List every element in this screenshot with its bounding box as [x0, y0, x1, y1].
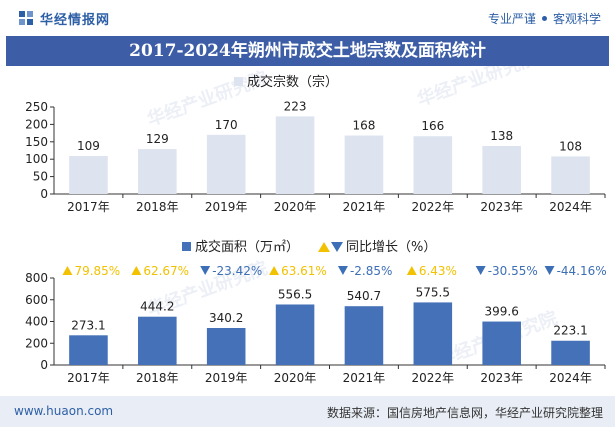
- bar: [275, 116, 315, 194]
- data-label: 129: [146, 132, 169, 146]
- x-tick-label: 2020年: [274, 200, 317, 214]
- bar: [138, 316, 177, 365]
- bar: [344, 306, 384, 365]
- x-tick-label: 2023年: [480, 371, 523, 385]
- data-source: 数据来源：国信房地产信息网，华经产业研究院整理: [326, 406, 603, 420]
- bar: [482, 321, 521, 365]
- legend-swatch: [234, 77, 243, 86]
- data-label: 170: [215, 118, 238, 132]
- growth-up-triangle-icon: [269, 266, 280, 275]
- data-label: 540.7: [347, 289, 381, 303]
- data-label: 273.1: [71, 318, 105, 332]
- logo: 华经情报网: [18, 9, 111, 28]
- bar: [69, 335, 108, 365]
- x-tick-label: 2021年: [343, 371, 386, 385]
- bar: [69, 156, 108, 194]
- data-label: 340.2: [209, 311, 243, 325]
- growth-down-triangle-icon: [337, 266, 348, 275]
- x-tick-label: 2022年: [412, 371, 455, 385]
- charts-area: 华经产业研究院华经产业研究院华经产业研究院华经产业研究院成交宗数（宗）05010…: [25, 66, 607, 385]
- data-label: 166: [421, 119, 444, 133]
- title-bar: 2017-2024年朔州市成交土地宗数及面积统计: [6, 36, 609, 66]
- data-label: 575.5: [416, 285, 450, 299]
- data-label: 109: [77, 139, 100, 153]
- growth-label: 6.43%: [419, 264, 457, 278]
- legend-label: 成交宗数（宗）: [247, 74, 338, 90]
- data-label: 556.5: [278, 287, 312, 301]
- bar: [413, 302, 453, 365]
- bar: [413, 136, 453, 194]
- data-label: 108: [559, 139, 582, 153]
- x-tick-label: 2020年: [274, 371, 317, 385]
- x-tick-label: 2022年: [412, 200, 455, 214]
- growth-label: -2.85%: [350, 264, 392, 278]
- watermark-text: 华经产业研究院: [414, 66, 540, 111]
- x-tick-label: 2023年: [480, 200, 523, 214]
- y-tick-label: 150: [25, 135, 48, 149]
- x-tick-label: 2021年: [343, 200, 386, 214]
- growth-up-triangle-icon: [62, 266, 73, 275]
- growth-label: 79.85%: [74, 264, 120, 278]
- data-label: 223.1: [553, 324, 587, 338]
- y-tick-label: 0: [40, 187, 48, 201]
- y-tick-label: 400: [25, 315, 48, 329]
- legend-down-triangle-icon: [331, 242, 343, 252]
- y-tick-label: 200: [25, 117, 48, 131]
- growth-label: -44.16%: [557, 264, 607, 278]
- bar: [551, 156, 590, 194]
- bar: [551, 340, 590, 365]
- growth-label: -30.55%: [488, 264, 538, 278]
- y-tick-label: 800: [25, 271, 48, 285]
- bar: [206, 328, 246, 365]
- bar: [275, 304, 315, 365]
- y-tick-label: 50: [33, 170, 48, 184]
- data-label: 399.6: [485, 305, 519, 319]
- growth-down-triangle-icon: [544, 266, 555, 275]
- separator-dot-icon: [541, 16, 547, 21]
- chart-title: 2017-2024年朔州市成交土地宗数及面积统计: [129, 41, 486, 61]
- y-tick-label: 600: [25, 293, 48, 307]
- x-tick-label: 2018年: [136, 200, 179, 214]
- growth-up-triangle-icon: [131, 266, 142, 275]
- data-label: 223: [284, 99, 307, 113]
- growth-label: 63.61%: [281, 264, 327, 278]
- top-bar: 华经情报网 专业严谨 客观科学: [0, 0, 615, 36]
- growth-up-triangle-icon: [406, 266, 417, 275]
- x-tick-label: 2019年: [205, 371, 248, 385]
- x-tick-label: 2018年: [136, 371, 179, 385]
- data-label: 444.2: [140, 300, 174, 314]
- data-label: 138: [490, 129, 513, 143]
- y-tick-label: 250: [25, 100, 48, 114]
- bar: [344, 135, 384, 194]
- tag-objective: 客观科学: [552, 12, 601, 26]
- x-tick-label: 2019年: [205, 200, 248, 214]
- x-tick-label: 2024年: [549, 200, 592, 214]
- x-tick-label: 2017年: [67, 371, 110, 385]
- growth-down-triangle-icon: [200, 266, 211, 275]
- y-tick-label: 200: [25, 336, 48, 350]
- y-tick-label: 0: [40, 358, 48, 372]
- logo-icon: [19, 11, 33, 25]
- website-link[interactable]: www.huaon.com: [14, 404, 114, 418]
- legend-up-triangle-icon: [318, 242, 330, 252]
- legend-label: 成交面积（万㎡）: [195, 239, 299, 255]
- footer: www.huaon.com 数据来源：国信房地产信息网，华经产业研究院整理: [0, 396, 615, 427]
- logo-text: 华经情报网: [40, 12, 111, 28]
- bar: [482, 145, 521, 194]
- growth-label: 62.67%: [143, 264, 189, 278]
- x-tick-label: 2024年: [549, 371, 592, 385]
- tag-professional: 专业严谨: [487, 12, 536, 26]
- growth-down-triangle-icon: [475, 266, 486, 275]
- data-label: 168: [352, 119, 375, 133]
- bar: [138, 149, 177, 194]
- bar: [206, 134, 246, 194]
- legend-label: 同比增长（%）: [346, 240, 436, 255]
- x-tick-label: 2017年: [67, 200, 110, 214]
- header-tags: 专业严谨 客观科学: [488, 10, 601, 27]
- y-tick-label: 100: [25, 152, 48, 166]
- growth-label: -23.42%: [212, 264, 262, 278]
- legend-swatch: [182, 242, 191, 251]
